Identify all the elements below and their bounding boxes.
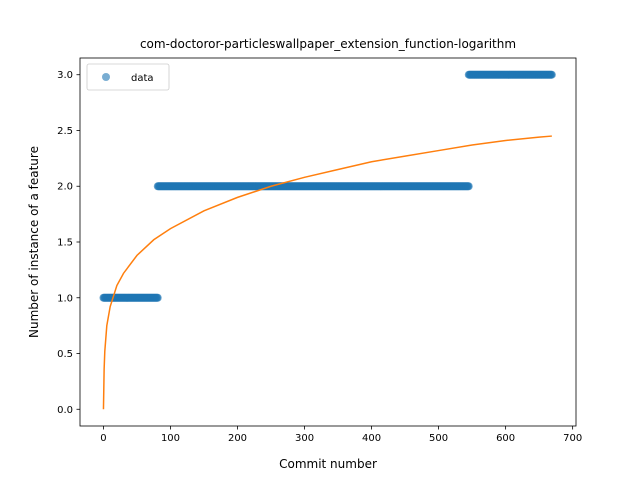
data-point	[547, 70, 556, 79]
y-tick-label: 2.5	[57, 126, 73, 137]
fit-line	[102, 135, 552, 410]
scatter-layer	[99, 70, 556, 302]
legend-marker	[102, 73, 110, 81]
data-point	[464, 182, 473, 191]
y-axis-ticks: 0.0 0.5 1.0 1.5 2.0 2.5 3.0	[57, 70, 80, 416]
x-axis-ticks: 0 100 200 300 400 500 600 700	[100, 426, 582, 444]
x-tick-label: 0	[100, 433, 106, 444]
x-tick-label: 500	[429, 433, 448, 444]
data-point	[153, 293, 162, 302]
x-tick-label: 200	[228, 433, 247, 444]
fit-line-layer	[102, 135, 552, 410]
legend: data	[86, 63, 170, 91]
x-tick-label: 600	[496, 433, 515, 444]
y-tick-label: 2.0	[57, 182, 73, 193]
y-tick-label: 3.0	[57, 70, 73, 81]
y-tick-label: 1.0	[57, 293, 73, 304]
y-tick-label: 0.0	[57, 405, 73, 416]
x-tick-label: 300	[295, 433, 314, 444]
x-tick-label: 700	[563, 433, 582, 444]
chart-title: com-doctoror-particleswallpaper_extensio…	[140, 37, 516, 51]
x-axis-label: Commit number	[279, 457, 377, 471]
x-tick-label: 400	[362, 433, 381, 444]
y-tick-label: 1.5	[57, 238, 73, 249]
plot-area	[79, 57, 577, 427]
legend-box	[86, 63, 170, 91]
x-tick-label: 100	[161, 433, 180, 444]
legend-label: data	[131, 73, 154, 84]
axes-frame	[79, 57, 577, 427]
y-tick-label: 0.5	[57, 349, 73, 360]
y-axis-label: Number of instance of a feature	[27, 146, 41, 338]
